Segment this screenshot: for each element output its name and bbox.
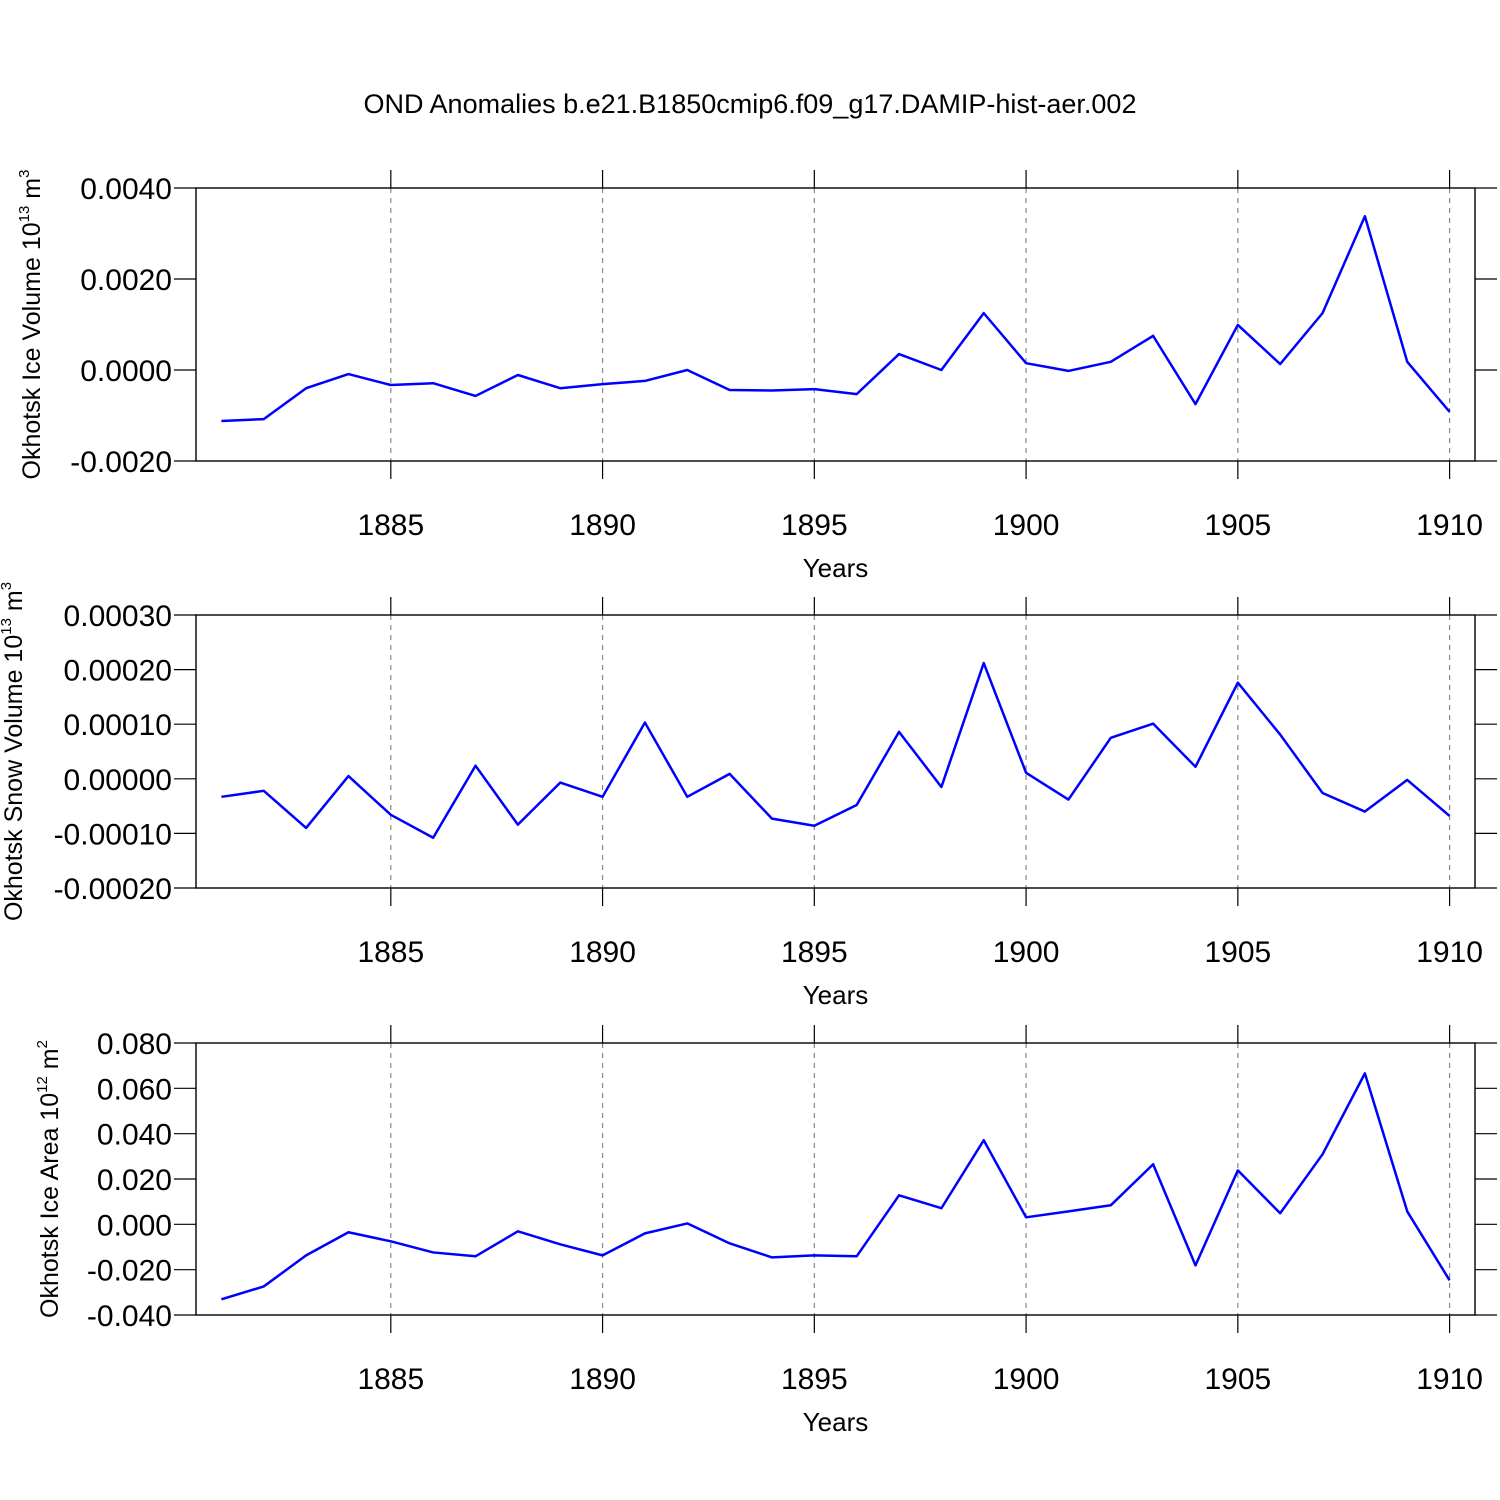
x-tick-label: 1900	[993, 1363, 1060, 1396]
x-tick-label: 1910	[1416, 509, 1483, 542]
chart-title: OND Anomalies b.e21.B1850cmip6.f09_g17.D…	[364, 89, 1137, 119]
x-tick-label: 1885	[357, 936, 424, 969]
y-tick-label: -0.00010	[54, 818, 172, 851]
y-axis-title-part: Okhotsk Ice Volume 10	[18, 222, 46, 479]
plot-frame	[195, 187, 1476, 462]
y-tick-label: 0.00010	[64, 709, 172, 742]
y-tick-label: 0.080	[97, 1028, 172, 1061]
x-tick-label: 1885	[357, 1363, 424, 1396]
y-tick-label: 0.040	[97, 1119, 172, 1152]
y-tick-label: -0.00020	[54, 873, 172, 906]
y-tick-label: -0.0020	[70, 446, 172, 479]
y-axis-title-superscript: 2	[34, 1040, 51, 1048]
y-axis-title-superscript: 13	[16, 206, 33, 223]
y-tick-label: 0.000	[97, 1209, 172, 1242]
y-axis-title-superscript: 3	[16, 170, 33, 178]
plot-frame	[195, 614, 1476, 889]
x-tick-label: 1900	[993, 936, 1060, 969]
y-axis-title: Okhotsk Snow Volume 1013 m3	[0, 582, 28, 921]
x-axis-title: Years	[803, 980, 869, 1010]
x-axis-title: Years	[803, 553, 869, 583]
y-tick-label: 0.00000	[64, 764, 172, 797]
x-tick-label: 1895	[781, 1363, 848, 1396]
x-tick-label: 1895	[781, 509, 848, 542]
x-tick-label: 1910	[1416, 1363, 1483, 1396]
y-tick-label: 0.020	[97, 1164, 172, 1197]
plot-frame	[195, 1042, 1476, 1316]
y-axis-title-part: m	[18, 178, 46, 206]
y-tick-label: -0.020	[87, 1255, 172, 1288]
x-tick-label: 1890	[569, 936, 636, 969]
y-tick-label: -0.040	[87, 1300, 172, 1333]
data-line	[221, 661, 1451, 840]
y-axis-title: Okhotsk Ice Area 1012 m2	[34, 1040, 64, 1318]
y-axis-title-part: Okhotsk Ice Area 10	[36, 1093, 64, 1318]
y-axis-title-superscript: 13	[0, 618, 15, 635]
y-tick-label: 0.0000	[80, 355, 172, 388]
x-tick-label: 1885	[357, 509, 424, 542]
x-tick-label: 1890	[569, 509, 636, 542]
y-tick-label: 0.00030	[64, 600, 172, 633]
y-tick-label: 0.00020	[64, 655, 172, 688]
y-axis-title-part: m	[36, 1048, 64, 1076]
x-tick-label: 1905	[1204, 509, 1271, 542]
data-line	[221, 1072, 1451, 1301]
x-tick-label: 1905	[1204, 936, 1271, 969]
x-tick-label: 1900	[993, 509, 1060, 542]
y-axis-title-part: Okhotsk Snow Volume 10	[0, 635, 28, 921]
y-axis-title-part: m	[0, 590, 28, 618]
x-axis-title: Years	[803, 1407, 869, 1437]
y-axis-title-superscript: 3	[0, 582, 15, 590]
y-axis-title: Okhotsk Ice Volume 1013 m3	[16, 170, 46, 480]
x-tick-label: 1910	[1416, 936, 1483, 969]
x-tick-label: 1905	[1204, 1363, 1271, 1396]
y-tick-label: 0.0020	[80, 264, 172, 297]
y-tick-label: 0.060	[97, 1073, 172, 1106]
y-tick-label: 0.0040	[80, 173, 172, 206]
y-axis-title-superscript: 12	[34, 1076, 51, 1093]
x-tick-label: 1895	[781, 936, 848, 969]
data-line	[221, 214, 1451, 423]
x-tick-label: 1890	[569, 1363, 636, 1396]
